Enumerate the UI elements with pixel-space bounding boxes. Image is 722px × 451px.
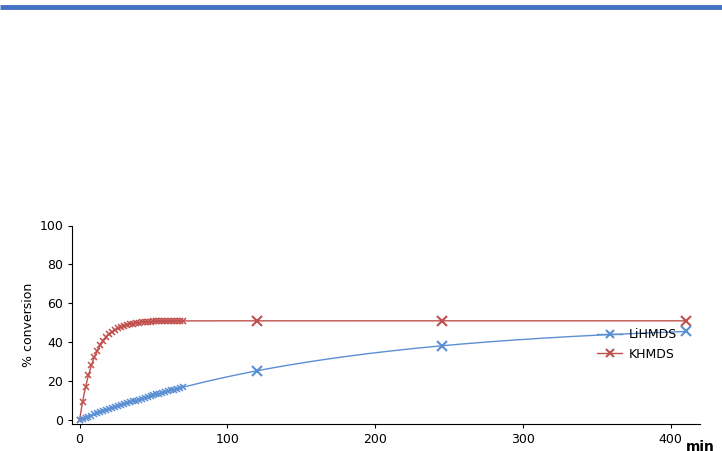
Legend: LiHMDS, KHMDS: LiHMDS, KHMDS	[592, 323, 682, 366]
Text: min: min	[686, 440, 715, 451]
Y-axis label: % conversion: % conversion	[22, 283, 35, 367]
